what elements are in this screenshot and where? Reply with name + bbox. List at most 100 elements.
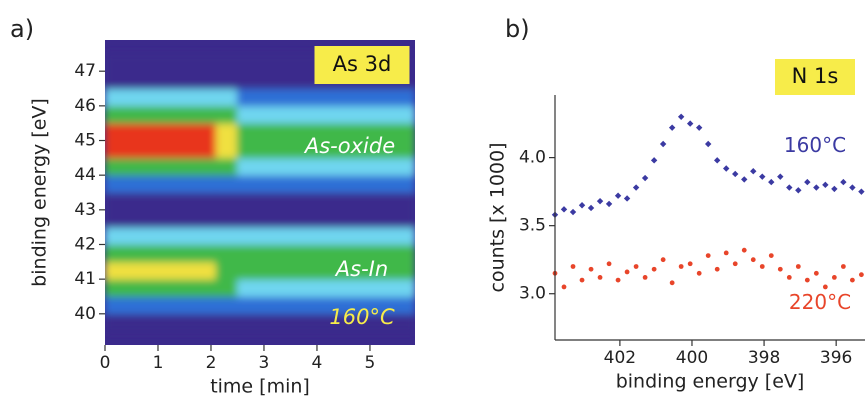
- heat-cell: [236, 209, 415, 228]
- data-point: [723, 165, 730, 172]
- annotation-box: [314, 46, 410, 84]
- x-tick-label: 2: [206, 353, 217, 373]
- data-point: [840, 178, 847, 186]
- x-tick-label: 1: [153, 353, 164, 373]
- data-point: [623, 195, 631, 202]
- data-point: [650, 157, 658, 164]
- series-label: 160°C: [784, 133, 846, 157]
- data-point: [786, 274, 792, 280]
- x-tick-label: 5: [365, 353, 376, 373]
- data-point: [750, 168, 757, 175]
- y-tick-label: 4.0: [519, 148, 546, 168]
- heat-cell: [215, 140, 238, 159]
- heat-cell: [105, 192, 217, 211]
- annotation-box: [775, 59, 855, 95]
- data-point: [632, 184, 640, 191]
- data-point: [678, 264, 684, 269]
- heat-cell: [215, 243, 238, 263]
- heat-cell: [236, 192, 415, 211]
- heat-cell: [236, 105, 415, 124]
- data-point: [642, 274, 648, 280]
- heat-cell: [236, 295, 415, 315]
- heat-cell: [215, 261, 238, 280]
- data-point: [813, 270, 819, 276]
- data-point: [660, 257, 666, 263]
- data-point: [651, 266, 657, 272]
- y-tick-label: 47: [74, 61, 96, 81]
- data-point: [786, 184, 793, 191]
- heat-cell: [215, 122, 238, 142]
- data-point: [741, 176, 748, 183]
- data-point: [695, 124, 703, 131]
- data-point: [578, 202, 586, 209]
- heat-cell: [105, 53, 217, 72]
- panel-label: a): [10, 15, 34, 43]
- data-point: [732, 170, 739, 178]
- heat-cell: [105, 261, 217, 280]
- y-tick-label: 45: [74, 131, 96, 151]
- heat-cell: [236, 122, 415, 142]
- heat-cell: [105, 140, 217, 159]
- y-tick-label: 43: [74, 200, 96, 220]
- annotation: As-In: [334, 257, 388, 281]
- data-point: [587, 204, 595, 212]
- data-point: [795, 264, 801, 269]
- heat-cell: [215, 295, 238, 315]
- data-point: [668, 124, 676, 131]
- heat-cell: [236, 261, 415, 280]
- data-point: [687, 261, 693, 267]
- data-point: [723, 250, 729, 256]
- annotation: As 3d: [333, 52, 392, 76]
- x-tick-label: 4: [312, 353, 323, 373]
- y-tick-label: 3.0: [519, 284, 546, 304]
- heat-cell: [215, 226, 238, 245]
- data-point: [858, 188, 865, 195]
- x-tick-label: 396: [820, 348, 852, 368]
- heat-cell: [105, 105, 217, 124]
- data-point: [750, 257, 756, 263]
- data-point: [633, 264, 639, 269]
- data-point: [831, 185, 838, 193]
- data-point: [641, 174, 649, 182]
- heat-cell: [105, 243, 217, 263]
- heat-cell: [105, 88, 217, 107]
- data-point: [804, 277, 810, 283]
- data-point: [714, 266, 720, 272]
- data-point: [705, 253, 711, 259]
- data-point: [831, 274, 837, 280]
- data-point: [804, 178, 811, 186]
- data-point: [777, 173, 784, 180]
- y-tick-label: 3.5: [519, 216, 546, 236]
- data-point: [605, 200, 613, 208]
- heatmap: [105, 40, 415, 345]
- data-point: [849, 184, 856, 191]
- heat-cell: [215, 105, 238, 124]
- data-point: [777, 266, 783, 272]
- heat-cell: [105, 278, 217, 297]
- heat-cell: [105, 295, 217, 315]
- heat-cell: [215, 192, 238, 211]
- heat-cell: [215, 313, 238, 332]
- heat-cell: [215, 174, 238, 193]
- data-point: [669, 280, 675, 286]
- data-point: [677, 113, 685, 120]
- data-point: [614, 192, 622, 199]
- heat-cell: [105, 70, 217, 90]
- x-tick-label: 3: [259, 353, 270, 373]
- heat-cell: [215, 70, 238, 90]
- x-tick-label: 398: [748, 348, 780, 368]
- data-point: [570, 264, 576, 269]
- data-point: [597, 274, 603, 280]
- heatmap-cells: [105, 53, 415, 332]
- data-point: [561, 284, 567, 290]
- heat-cell: [215, 157, 238, 176]
- heat-cell: [236, 174, 415, 193]
- y-tick-label: 40: [74, 304, 96, 324]
- data-point: [813, 184, 820, 191]
- heat-cell: [105, 157, 217, 176]
- data-point: [732, 261, 738, 267]
- heat-cell: [236, 157, 415, 176]
- data-point: [606, 261, 612, 267]
- annotation: N 1s: [792, 64, 839, 88]
- series-label: 220°C: [789, 290, 851, 314]
